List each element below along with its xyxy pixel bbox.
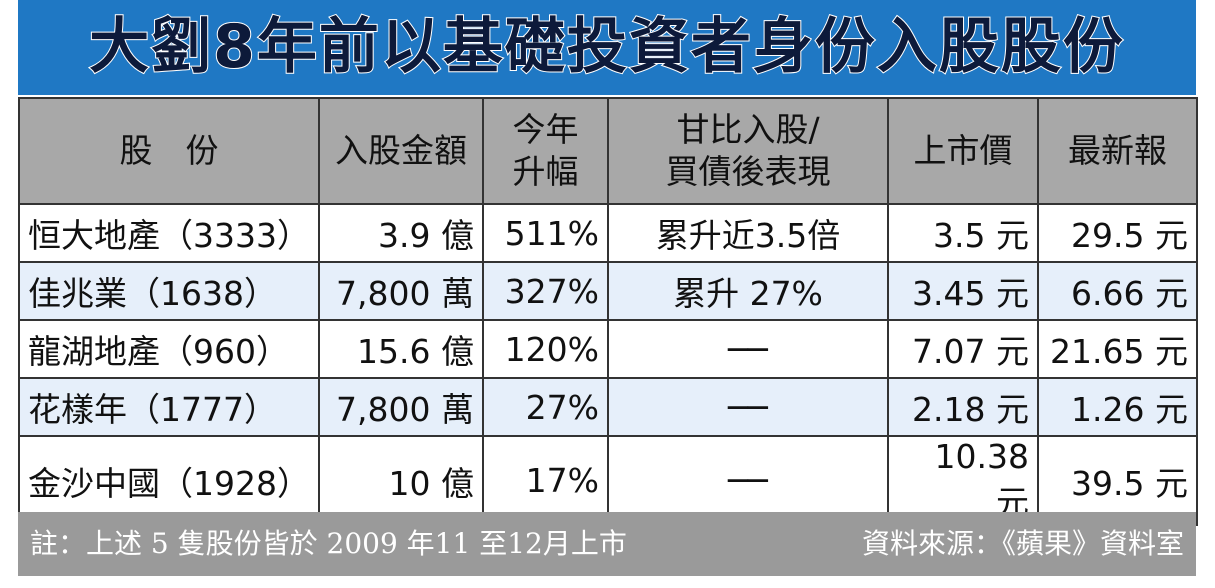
column-header: 今年 升幅 <box>482 97 609 205</box>
table-cell: 29.5 元 <box>1037 203 1198 263</box>
table: 股 份入股金額 今年 升幅 甘比入股/ 買債後表現 上市價 最新報 恒大地產（3333）… <box>18 97 1198 526</box>
column-header: 甘比入股/ 買債後表現 <box>607 97 889 205</box>
table-row: 佳兆業（1638） 7,800 萬 327% 累升 27% 3.45 元 6.66 元 <box>18 261 1198 321</box>
table-row: 恒大地產（3333） 3.9 億 511% 累升近3.5倍 3.5 元 29.5 元 <box>18 203 1198 263</box>
column-header: 股 份 <box>18 97 320 205</box>
table-row: 花樣年（1777） 7,800 萬 27% ── 2.18 元 1.26 元 <box>18 377 1198 437</box>
table-cell: 17% <box>482 435 609 526</box>
title: 大劉8年前以基礎投資者身份入股股份 <box>18 0 1196 95</box>
table-cell: 7,800 萬 <box>318 261 484 321</box>
table-cell: 15.6 億 <box>318 319 484 379</box>
table-cell: 花樣年（1777） <box>18 377 320 437</box>
table-cell: 龍湖地產（960） <box>18 319 320 379</box>
column-header: 最新報 <box>1037 97 1198 205</box>
source: 資料來源：《蘋果》資料室 <box>861 527 1184 560</box>
table-cell: 2.18 元 <box>887 377 1039 437</box>
table-cell: 累升 27% <box>607 261 889 321</box>
table-cell: 3.9 億 <box>318 203 484 263</box>
table-cell: ── <box>607 377 889 437</box>
infographic: 大劉8年前以基礎投資者身份入股股份 股 份入股金額 今年 升幅 甘比入股/ 買債後表… <box>18 0 1198 578</box>
table-cell: 3.5 元 <box>887 203 1039 263</box>
table-cell: 累升近3.5倍 <box>607 203 889 263</box>
footer: 註：上述 5 隻股份皆於 2009 年11 至12月上市 資料來源：《蘋果》資料… <box>18 512 1196 576</box>
table-cell: 120% <box>482 319 609 379</box>
table-cell: 恒大地產（3333） <box>18 203 320 263</box>
header-row: 股 份入股金額 今年 升幅 甘比入股/ 買債後表現 上市價 最新報 <box>18 97 1198 205</box>
column-header: 上市價 <box>887 97 1039 205</box>
table-cell: 3.45 元 <box>887 261 1039 321</box>
table-cell: 10 億 <box>318 435 484 526</box>
table-cell: 27% <box>482 377 609 437</box>
table-cell: 1.26 元 <box>1037 377 1198 437</box>
table-body: 恒大地產（3333） 3.9 億 511% 累升近3.5倍 3.5 元 29.5 元佳兆業… <box>18 203 1198 526</box>
table-cell: 21.65 元 <box>1037 319 1198 379</box>
table-cell: 7,800 萬 <box>318 377 484 437</box>
table-row: 龍湖地產（960） 15.6 億 120% ── 7.07 元 21.65 元 <box>18 319 1198 379</box>
table-cell: 511% <box>482 203 609 263</box>
table-cell: 39.5 元 <box>1037 435 1198 526</box>
footnote: 註：上述 5 隻股份皆於 2009 年11 至12月上市 <box>30 527 627 560</box>
table-cell: ── <box>607 319 889 379</box>
table-cell: 7.07 元 <box>887 319 1039 379</box>
column-header: 入股金額 <box>318 97 484 205</box>
table-cell: 佳兆業（1638） <box>18 261 320 321</box>
table-cell: 6.66 元 <box>1037 261 1198 321</box>
table-cell: 327% <box>482 261 609 321</box>
table-cell: 金沙中國（1928） <box>18 435 320 526</box>
